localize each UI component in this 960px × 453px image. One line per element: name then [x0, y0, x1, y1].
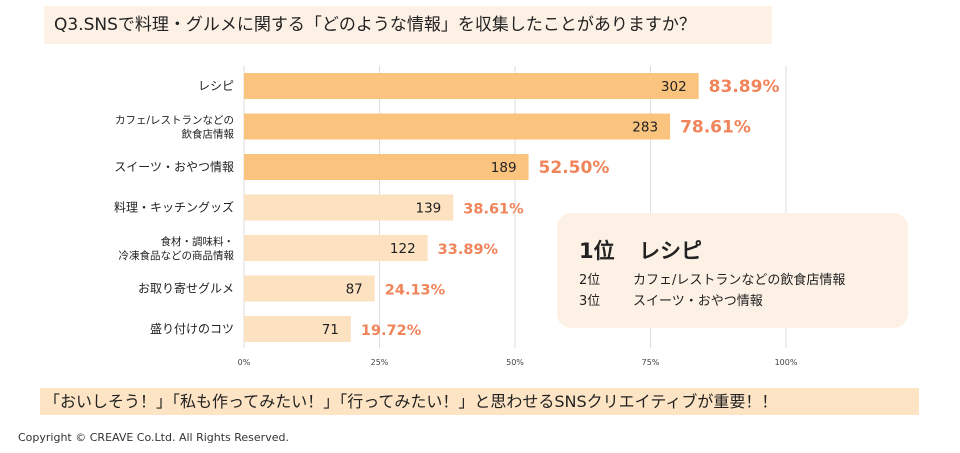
value-label: 122	[390, 241, 416, 257]
category-label: お取り寄せグルメ	[138, 281, 234, 296]
bar	[244, 275, 375, 302]
x-tick-label: 50%	[506, 358, 524, 367]
ranking-box: 1位 レシピ 2位 カフェ/レストランなどの飲食店情報 3位 スイーツ・おやつ情…	[557, 213, 908, 328]
percent-label: 24.13%	[385, 283, 446, 299]
x-tick-label: 100%	[775, 358, 798, 367]
category-label: スイーツ・おやつ情報	[114, 160, 234, 174]
bar	[244, 316, 351, 342]
rank3-number: 3位	[579, 294, 601, 309]
question-title: Q3.SNSで料理・グルメに関する「どのような情報」を収集したことがありますか？	[44, 6, 772, 44]
bar	[244, 73, 699, 99]
percent-label: 78.61%	[680, 118, 751, 138]
value-label: 139	[415, 201, 441, 217]
category-label: レシピ	[198, 79, 234, 93]
copyright-text: Copyright © CREAVE Co.Ltd. All Rights Re…	[18, 431, 289, 444]
bar	[244, 235, 428, 261]
category-label: カフェ/レストランなどの	[115, 115, 234, 127]
rank2-label: カフェ/レストランなどの飲食店情報	[633, 273, 846, 288]
bar	[244, 154, 529, 180]
rank3-label: スイーツ・おやつ情報	[633, 294, 763, 309]
bar	[244, 194, 454, 221]
category-label: 盛り付けのコツ	[150, 321, 234, 336]
bar-chart: 0% 25% 50% 75% 100% レシピ 302 83.89% カフェ/レストランなどの飲…	[114, 66, 798, 367]
percent-label: 33.89%	[438, 242, 499, 258]
rank2-number: 2位	[579, 273, 601, 288]
percent-label: 19.72%	[361, 323, 422, 339]
conclusion-banner: 「おいしそう！」「私も作ってみたい！」「行ってみたい！」と思わせるSNSクリエイ…	[40, 388, 919, 415]
value-label: 302	[661, 79, 687, 95]
category-label: 冷凍食品などの商品情報	[119, 249, 235, 262]
value-label: 87	[346, 282, 363, 298]
x-tick-label: 25%	[371, 358, 389, 367]
rank1-number: 1位	[579, 239, 615, 263]
x-tick-label: 0%	[238, 358, 251, 367]
rank1-label: レシピ	[639, 239, 702, 263]
category-label: 料理・キッチングッズ	[114, 200, 234, 215]
percent-label: 83.89%	[709, 77, 780, 97]
value-label: 283	[632, 120, 658, 136]
value-label: 189	[491, 160, 517, 176]
x-tick-label: 75%	[642, 358, 660, 367]
category-label: 食材・調味料・	[161, 235, 235, 248]
category-label: 飲食店情報	[182, 128, 235, 141]
value-label: 71	[322, 322, 339, 338]
percent-label: 52.50%	[539, 158, 610, 178]
percent-label: 38.61%	[463, 202, 524, 218]
bar	[244, 113, 671, 140]
